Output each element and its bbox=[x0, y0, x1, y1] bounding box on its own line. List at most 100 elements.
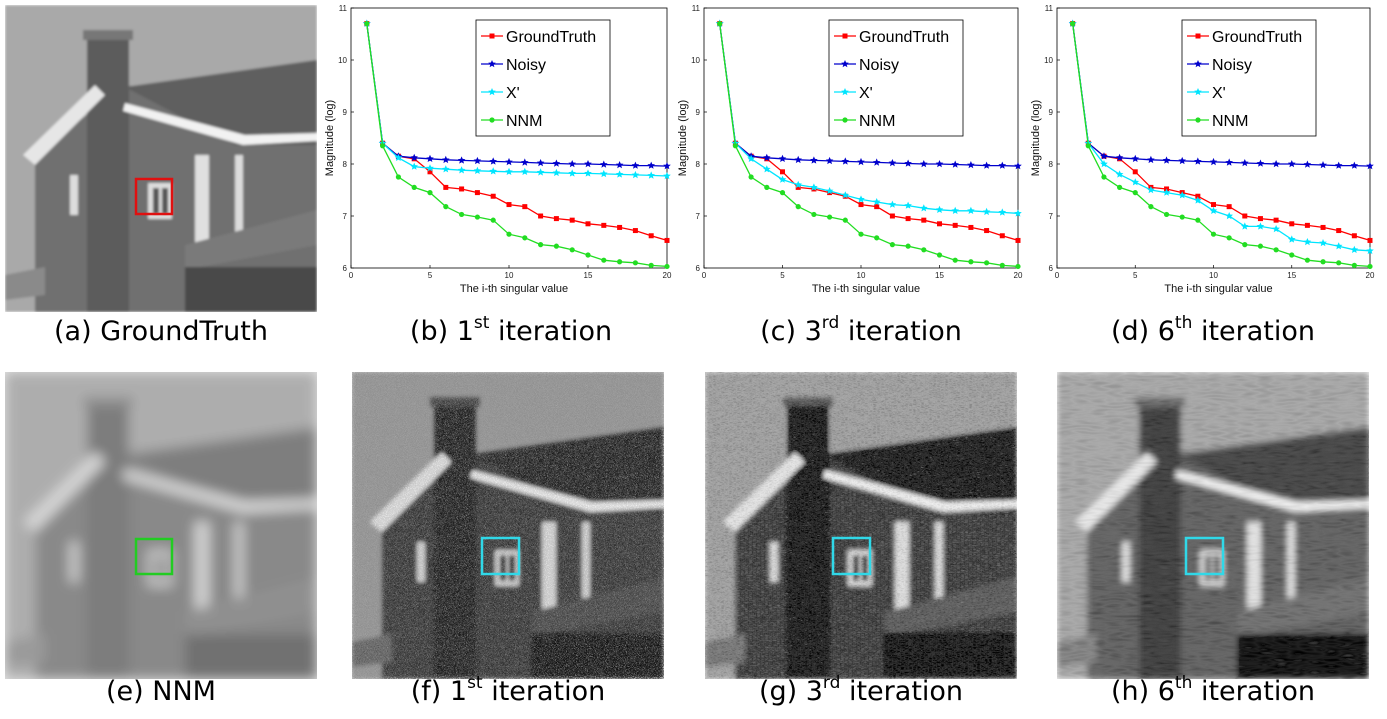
caption-sup: st bbox=[474, 313, 490, 333]
marker bbox=[473, 166, 482, 174]
series-line bbox=[719, 23, 1019, 167]
y-tick-label: 11 bbox=[339, 4, 348, 13]
marker bbox=[1225, 212, 1233, 220]
x-tick-label: 5 bbox=[1133, 271, 1138, 280]
marker bbox=[780, 169, 785, 175]
marker bbox=[1100, 152, 1108, 160]
caption: (a) GroundTruth bbox=[54, 316, 268, 347]
marker bbox=[810, 183, 818, 191]
marker bbox=[473, 156, 482, 165]
marker bbox=[569, 217, 575, 223]
marker bbox=[552, 159, 561, 167]
legend-marker bbox=[488, 60, 496, 68]
marker bbox=[1320, 224, 1326, 230]
legend-label: Noisy bbox=[859, 57, 899, 74]
marker bbox=[1131, 154, 1140, 162]
marker bbox=[410, 162, 418, 170]
marker bbox=[717, 21, 723, 27]
caption-label: (g) 3 bbox=[759, 676, 823, 707]
marker bbox=[615, 161, 624, 169]
marker bbox=[984, 260, 990, 266]
caption: (f) 1st iteration bbox=[411, 673, 606, 707]
marker bbox=[1334, 161, 1343, 169]
marker bbox=[1272, 160, 1280, 168]
caption-rest: iteration bbox=[840, 676, 963, 707]
marker bbox=[778, 154, 787, 162]
series-line bbox=[366, 23, 668, 242]
marker bbox=[569, 247, 575, 253]
marker bbox=[904, 201, 912, 209]
caption: (c) 3rd iteration bbox=[760, 313, 962, 347]
marker bbox=[664, 263, 670, 270]
marker bbox=[459, 211, 465, 218]
series-line bbox=[1072, 23, 1371, 268]
marker bbox=[857, 157, 865, 166]
marker bbox=[811, 211, 817, 218]
marker bbox=[937, 221, 942, 227]
marker bbox=[648, 262, 654, 268]
marker bbox=[1287, 160, 1296, 168]
marker bbox=[442, 165, 450, 173]
legend-label: X' bbox=[506, 85, 520, 102]
marker bbox=[584, 169, 592, 177]
x-tick-label: 20 bbox=[1014, 271, 1023, 280]
y-tick-label: 8 bbox=[343, 160, 348, 169]
marker bbox=[857, 195, 865, 203]
marker bbox=[1210, 231, 1217, 237]
marker bbox=[1162, 188, 1171, 196]
marker bbox=[1117, 184, 1123, 190]
caption-rest: iteration bbox=[1192, 676, 1315, 707]
marker bbox=[967, 161, 975, 169]
series-line bbox=[366, 23, 668, 167]
marker bbox=[1320, 259, 1326, 265]
marker bbox=[748, 174, 754, 180]
marker bbox=[1351, 233, 1357, 239]
marker bbox=[1241, 159, 1249, 167]
y-tick-label: 7 bbox=[343, 212, 348, 221]
marker bbox=[920, 160, 928, 168]
marker bbox=[427, 169, 433, 175]
caption-label: (e) NNM bbox=[106, 676, 216, 707]
marker bbox=[411, 184, 417, 190]
marker bbox=[1304, 222, 1310, 228]
marker bbox=[968, 224, 974, 230]
legend-label: Noisy bbox=[506, 57, 546, 74]
caption-label: (c) 3 bbox=[760, 316, 822, 347]
marker bbox=[601, 257, 607, 263]
marker bbox=[888, 159, 897, 167]
marker bbox=[1336, 260, 1342, 266]
marker bbox=[1178, 156, 1186, 165]
x-tick-label: 10 bbox=[857, 271, 866, 280]
series-line bbox=[719, 23, 1019, 215]
marker bbox=[568, 160, 576, 168]
x-tick-label: 20 bbox=[1366, 271, 1375, 280]
marker bbox=[1225, 158, 1233, 166]
marker bbox=[1226, 204, 1232, 210]
marker bbox=[1350, 245, 1359, 253]
marker bbox=[1257, 243, 1264, 249]
marker bbox=[1351, 262, 1357, 268]
marker bbox=[489, 157, 497, 165]
caption: (h) 6th iteration bbox=[1111, 673, 1315, 707]
series-line bbox=[366, 23, 668, 268]
marker bbox=[552, 168, 561, 177]
marker bbox=[538, 213, 544, 219]
y-tick-label: 8 bbox=[696, 160, 701, 169]
image-iter1 bbox=[352, 372, 664, 679]
marker bbox=[1209, 206, 1218, 214]
marker bbox=[763, 165, 771, 173]
marker bbox=[521, 167, 529, 175]
caption-label: (h) 6 bbox=[1111, 676, 1175, 707]
legend-marker bbox=[841, 88, 849, 96]
marker bbox=[427, 190, 433, 196]
y-tick-label: 6 bbox=[1049, 264, 1054, 273]
marker bbox=[999, 262, 1005, 268]
legend-label: GroundTruth bbox=[506, 29, 596, 46]
y-tick-label: 10 bbox=[1044, 56, 1053, 65]
marker bbox=[395, 174, 401, 180]
marker bbox=[778, 175, 787, 183]
legend-marker bbox=[489, 33, 495, 39]
x-axis-label: The i-th singular value bbox=[812, 283, 920, 295]
marker bbox=[1366, 162, 1374, 170]
